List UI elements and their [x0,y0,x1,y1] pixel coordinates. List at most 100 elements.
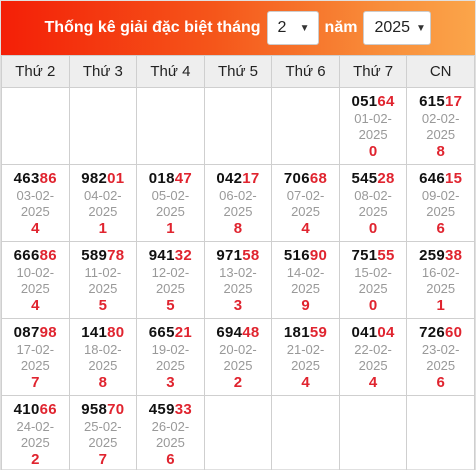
draw-year: 2025 [358,127,388,142]
last-digit: 5 [98,297,108,314]
day-cell: 58978 11-02- 2025 5 [68,241,138,319]
month-select[interactable]: 2 ▼ [266,11,319,45]
last-digit: 7 [31,374,40,391]
prize-head-digits: 958 [81,401,108,418]
draw-year: 2025 [223,358,253,373]
year-select[interactable]: 2025 ▼ [363,11,432,45]
day-cell: 61517 02-02- 2025 8 [406,87,475,165]
empty-cell [203,395,273,470]
prize-tail-digits: 64 [377,93,395,110]
prize-tail-digits: 38 [445,247,463,264]
draw-year: 2025 [223,281,253,296]
prize-head-digits: 141 [81,324,108,341]
day-cell: 69448 20-02- 2025 2 [203,318,273,396]
last-digit: 3 [233,297,243,314]
draw-date: 06-02- [219,188,257,203]
draw-year: 2025 [20,204,50,219]
draw-date: 20-02- [219,342,257,357]
day-cell: 54528 08-02- 2025 0 [338,164,408,242]
prize-tail-digits: 17 [242,170,260,187]
day-cell: 46386 03-02- 2025 4 [1,164,70,242]
calendar-table: Thứ 2 Thứ 3 Thứ 4 Thứ 5 Thứ 6 Thứ 7 CN 0… [1,55,475,470]
draw-date: 14-02- [286,265,325,280]
weekday-header-row: Thứ 2 Thứ 3 Thứ 4 Thứ 5 Thứ 6 Thứ 7 CN [1,55,475,88]
day-cell: 98201 04-02- 2025 1 [68,164,138,242]
prize-tail-digits: 48 [242,324,260,341]
draw-year: 2025 [426,127,456,142]
prize-head-digits: 516 [283,247,310,264]
day-cell: 70668 07-02- 2025 4 [271,164,340,242]
draw-year: 2025 [358,204,388,219]
prize-tail-digits: 47 [174,170,193,187]
draw-date: 19-02- [151,342,190,357]
draw-year: 2025 [358,358,388,373]
prize-number: 45933 [137,401,204,419]
draw-date: 16-02- [421,265,460,280]
draw-date: 03-02- [16,188,55,203]
prize-head-digits: 646 [419,170,445,187]
prize-number: 66521 [137,324,204,342]
draw-year: 2025 [155,204,185,219]
prize-head-digits: 042 [216,170,243,187]
prize-head-digits: 694 [216,324,243,341]
draw-date: 15-02- [354,265,392,280]
prize-head-digits: 941 [148,247,175,264]
year-value: 2025 [374,19,411,36]
draw-date: 13-02- [219,265,257,280]
weekday-thu: Thứ 5 [203,55,273,88]
last-digit: 8 [98,374,108,391]
prize-number: 72660 [407,324,474,342]
prize-head-digits: 410 [13,401,40,418]
month-value: 2 [277,19,287,36]
weekday-sun: CN [406,55,475,88]
last-digit: 3 [166,374,175,391]
empty-cell [406,395,475,470]
prize-number: 75155 [340,247,407,265]
prize-tail-digits: 21 [174,324,193,341]
header-title: Thống kê giải đặc biệt tháng [44,19,261,36]
draw-year: 2025 [358,281,388,296]
chevron-down-icon: ▼ [416,22,426,34]
prize-number: 97158 [205,247,272,265]
draw-year: 2025 [223,204,253,219]
draw-date: 08-02- [354,188,392,203]
prize-head-digits: 018 [148,170,175,187]
prize-number: 04104 [340,324,407,342]
day-cell: 25938 16-02- 2025 1 [406,241,475,319]
last-digit: 7 [98,451,108,468]
last-digit: 0 [368,220,378,237]
last-digit: 6 [436,220,445,237]
draw-date: 21-02- [286,342,325,357]
last-digit: 9 [301,297,310,314]
prize-tail-digits: 01 [107,170,125,187]
last-digit: 2 [31,451,40,468]
empty-cell [136,87,205,165]
prize-head-digits: 751 [351,247,378,264]
prize-head-digits: 982 [81,170,108,187]
prize-number: 08798 [2,324,69,342]
header-bar: Thống kê giải đặc biệt tháng 2 ▼ năm 202… [1,1,475,55]
prize-number: 70668 [272,170,339,188]
last-digit: 0 [368,143,378,160]
last-digit: 4 [31,297,40,314]
draw-date: 25-02- [84,419,122,434]
draw-year: 2025 [20,435,50,450]
calendar-body: 05164 01-02- 2025 0 61517 02-02- 2025 8 46386 03-… [1,87,475,470]
weekday-fri: Thứ 6 [271,55,340,88]
prize-number: 95870 [70,401,137,419]
empty-cell [338,395,408,470]
draw-year: 2025 [88,435,118,450]
prize-number: 94132 [137,247,204,265]
empty-cell [68,87,138,165]
chevron-down-icon: ▼ [299,22,310,34]
day-cell: 72660 23-02- 2025 6 [406,318,475,396]
prize-head-digits: 545 [351,170,378,187]
last-digit: 1 [166,220,175,237]
prize-number: 18159 [272,324,339,342]
prize-head-digits: 463 [13,170,40,187]
prize-head-digits: 666 [13,247,40,264]
prize-head-digits: 041 [351,324,378,341]
day-cell: 66686 10-02- 2025 4 [1,241,70,319]
prize-number: 25938 [407,247,474,265]
